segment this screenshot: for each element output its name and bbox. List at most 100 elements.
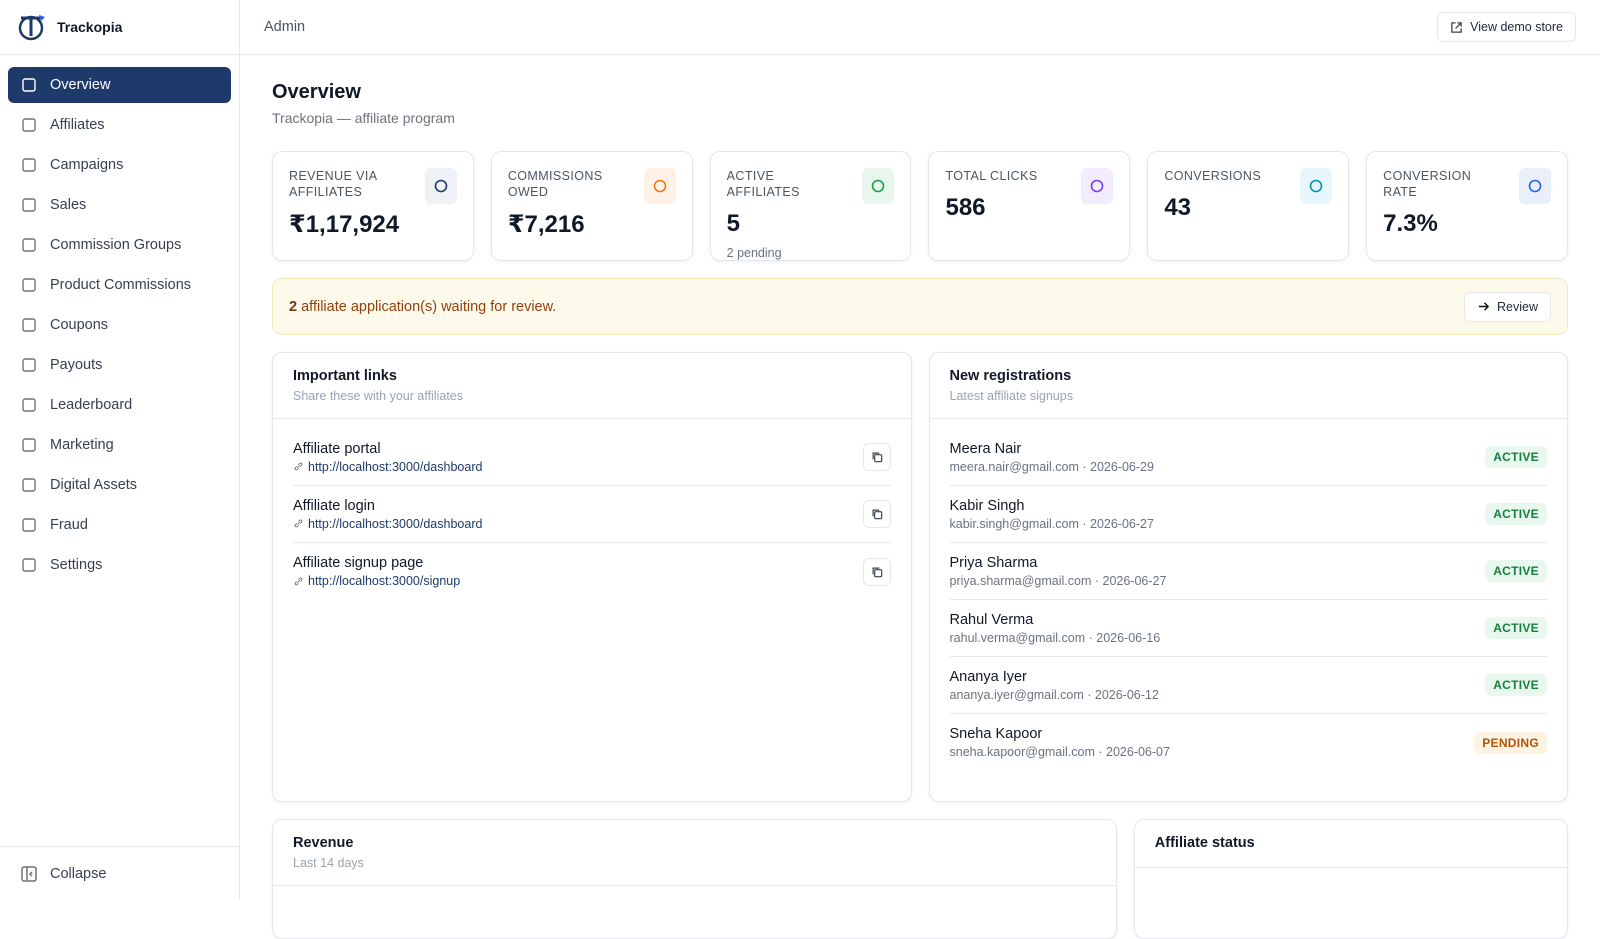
collapse-button[interactable]: Collapse <box>0 846 239 900</box>
button-label: View demo store <box>1470 20 1563 34</box>
panel-subtitle: Latest affiliate signups <box>949 389 1073 403</box>
main: Overview Trackopia — affiliate program R… <box>272 55 1568 939</box>
stat-card: TOTAL CLICKS 586 <box>928 151 1131 261</box>
review-button[interactable]: Review <box>1464 291 1551 322</box>
nav-label: Fraud <box>50 517 88 533</box>
link-text: Affiliate portal http://localhost:3000/da… <box>293 441 482 474</box>
copy-button[interactable] <box>862 443 891 471</box>
link-row: Affiliate signup page http://localhost:30… <box>293 543 891 600</box>
nav-item[interactable]: Commission Groups <box>8 227 231 263</box>
icon <box>1309 179 1323 193</box>
section-label: Admin <box>264 19 306 35</box>
nav-item[interactable]: Affiliates <box>8 107 231 143</box>
link-row: Affiliate portal http://localhost:3000/da… <box>293 429 891 486</box>
stat-label: REVENUE VIA AFFILIATES <box>289 169 377 199</box>
registration-list: Meera Nair meera.nair@gmail.com · 2026-06… <box>930 419 1568 781</box>
nav-item[interactable]: Campaigns <box>8 147 231 183</box>
icon <box>1451 21 1462 33</box>
stat-label: CONVERSIONS <box>1164 169 1262 183</box>
stat-value: 43 <box>1164 194 1192 221</box>
nav-label: Coupons <box>50 317 109 333</box>
panel-header: Affiliate status <box>1134 820 1567 868</box>
registration-row: Meera Nair meera.nair@gmail.com · 2026-06… <box>949 429 1547 486</box>
status-badge: PENDING <box>1474 731 1547 754</box>
stat-label: ACTIVE AFFILIATES <box>726 169 800 199</box>
icon <box>22 158 36 172</box>
panel-header: Important links Share these with your aff… <box>273 353 911 419</box>
nav-item[interactable]: Fraud <box>8 507 231 543</box>
registration-name: Meera Nair <box>949 440 1022 457</box>
icon <box>22 518 36 532</box>
copy-button[interactable] <box>862 557 891 586</box>
panel-title: Important links <box>293 368 397 384</box>
stat-value: 586 <box>945 194 986 221</box>
nav-item[interactable]: Marketing <box>8 427 231 463</box>
stat-icon <box>862 168 895 204</box>
link-url: http://localhost:3000/dashboard <box>308 459 483 474</box>
topbar: Admin View demo store <box>240 0 1600 55</box>
link-row: Affiliate login http://localhost:3000/das… <box>293 486 891 543</box>
icon <box>294 519 303 528</box>
status-badge: ACTIVE <box>1485 560 1547 582</box>
icon <box>872 452 882 463</box>
link-text: Affiliate signup page http://localhost:30… <box>293 555 460 588</box>
panel-title: New registrations <box>949 368 1072 384</box>
nav-item[interactable]: Payouts <box>8 347 231 383</box>
nav-item[interactable]: Coupons <box>8 307 231 343</box>
nav-label: Product Commissions <box>50 277 192 293</box>
registration-meta: ananya.iyer@gmail.com · 2026-06-12 <box>949 687 1159 702</box>
icon <box>22 118 36 132</box>
sidebar: Trackopia Overview Affiliates Campaigns Sal… <box>0 0 240 900</box>
nav-label: Settings <box>50 557 103 573</box>
registration-name: Sneha Kapoor <box>949 726 1043 742</box>
logo <box>18 15 45 41</box>
panel-title: Revenue <box>293 835 354 851</box>
copy-button[interactable] <box>862 500 891 528</box>
icon <box>1528 179 1542 193</box>
stat-card: ACTIVE AFFILIATES 5 2 pending <box>709 151 912 261</box>
panel-header: New registrations Latest affiliate signup… <box>929 353 1567 419</box>
stat-value: 7.3% <box>1383 210 1438 237</box>
stat-icon <box>1300 168 1333 204</box>
stat-value: ₹1,17,924 <box>289 211 400 238</box>
nav-item[interactable]: Digital Assets <box>8 467 231 503</box>
nav-label: Commission Groups <box>50 237 182 253</box>
stat-card: COMMISSIONS OWED ₹7,216 <box>490 151 693 261</box>
nav-item[interactable]: Sales <box>8 187 231 223</box>
registration-row: Ananya Iyer ananya.iyer@gmail.com · 2026-… <box>949 657 1547 714</box>
registration-name: Kabir Singh <box>949 497 1025 514</box>
stat-icon <box>643 168 676 204</box>
nav-item[interactable]: Leaderboard <box>8 387 231 423</box>
stat-label: COMMISSIONS OWED <box>507 169 603 199</box>
nav-label: Overview <box>50 77 111 93</box>
nav-label: Leaderboard <box>50 397 133 413</box>
nav-item[interactable]: Overview <box>8 67 231 103</box>
link-label: Affiliate login <box>293 497 375 514</box>
registration-text: Priya Sharma priya.sharma@gmail.com · 202… <box>950 555 1167 588</box>
registration-row: Kabir Singh kabir.singh@gmail.com · 2026-… <box>949 486 1547 543</box>
nav-item[interactable]: Settings <box>8 547 231 583</box>
icon <box>22 78 36 92</box>
nav-label: Sales <box>50 197 87 213</box>
stat-value: ₹7,216 <box>507 211 585 238</box>
registration-row: Rahul Verma rahul.verma@gmail.com · 2026-… <box>949 600 1547 657</box>
stat-card: CONVERSION RATE 7.3% <box>1366 151 1568 261</box>
icon <box>22 318 36 332</box>
registration-meta: rahul.verma@gmail.com · 2026-06-16 <box>949 630 1161 645</box>
link-url-line: http://localhost:3000/dashboard <box>293 460 482 474</box>
icon <box>294 577 303 585</box>
icon <box>872 567 882 577</box>
icon <box>21 865 37 882</box>
stats: REVENUE VIA AFFILIATES ₹1,17,924 COMMISSIO… <box>272 151 1568 261</box>
registration-row: Sneha Kapoor sneha.kapoor@gmail.com · 202… <box>950 714 1547 771</box>
icon <box>22 478 36 492</box>
demo-store-button[interactable]: View demo store <box>1437 12 1576 42</box>
registration-text: Sneha Kapoor sneha.kapoor@gmail.com · 202… <box>950 726 1170 759</box>
nav-item[interactable]: Product Commissions <box>8 267 231 303</box>
nav-label: Payouts <box>50 357 103 373</box>
registration-text: Ananya Iyer ananya.iyer@gmail.com · 2026-… <box>950 669 1159 702</box>
icon <box>653 179 666 193</box>
registration-meta: sneha.kapoor@gmail.com · 2026-06-07 <box>949 745 1170 759</box>
